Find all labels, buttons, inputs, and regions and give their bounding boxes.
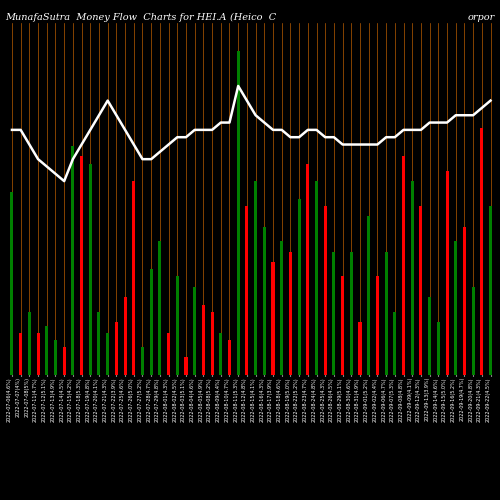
Bar [472, 287, 474, 375]
Bar [36, 332, 40, 375]
Bar [236, 50, 240, 375]
Bar [158, 241, 162, 375]
Bar [463, 227, 466, 375]
Bar [254, 181, 257, 375]
Bar [410, 181, 414, 375]
Bar [98, 312, 100, 375]
Bar [246, 206, 248, 375]
Bar [124, 298, 126, 375]
Bar [193, 287, 196, 375]
Bar [315, 181, 318, 375]
Bar [45, 326, 48, 375]
Bar [202, 304, 205, 375]
Bar [132, 181, 136, 375]
Bar [324, 206, 326, 375]
Bar [289, 252, 292, 375]
Bar [220, 332, 222, 375]
Bar [115, 322, 118, 375]
Bar [384, 252, 388, 375]
Bar [176, 276, 179, 375]
Bar [350, 252, 353, 375]
Bar [72, 146, 74, 375]
Bar [437, 322, 440, 375]
Bar [141, 347, 144, 375]
Bar [263, 227, 266, 375]
Text: (Heico  C: (Heico C [230, 12, 276, 22]
Bar [332, 252, 336, 375]
Bar [167, 332, 170, 375]
Bar [394, 312, 396, 375]
Bar [210, 312, 214, 375]
Bar [376, 276, 379, 375]
Bar [184, 358, 188, 375]
Text: MunafaSutra  Money Flow  Charts for HEI.A: MunafaSutra Money Flow Charts for HEI.A [5, 12, 226, 22]
Bar [10, 192, 14, 375]
Bar [106, 332, 109, 375]
Bar [428, 298, 431, 375]
Bar [402, 156, 405, 375]
Bar [150, 269, 152, 375]
Bar [54, 340, 57, 375]
Bar [272, 262, 274, 375]
Bar [341, 276, 344, 375]
Bar [367, 216, 370, 375]
Bar [306, 164, 310, 375]
Bar [89, 164, 92, 375]
Bar [358, 322, 362, 375]
Bar [80, 156, 83, 375]
Bar [420, 206, 422, 375]
Text: orpor: orpor [468, 12, 495, 22]
Bar [280, 241, 283, 375]
Bar [489, 206, 492, 375]
Bar [454, 241, 458, 375]
Bar [62, 347, 66, 375]
Bar [28, 312, 31, 375]
Bar [446, 170, 448, 375]
Bar [228, 340, 231, 375]
Bar [19, 332, 22, 375]
Bar [298, 198, 300, 375]
Bar [480, 128, 484, 375]
